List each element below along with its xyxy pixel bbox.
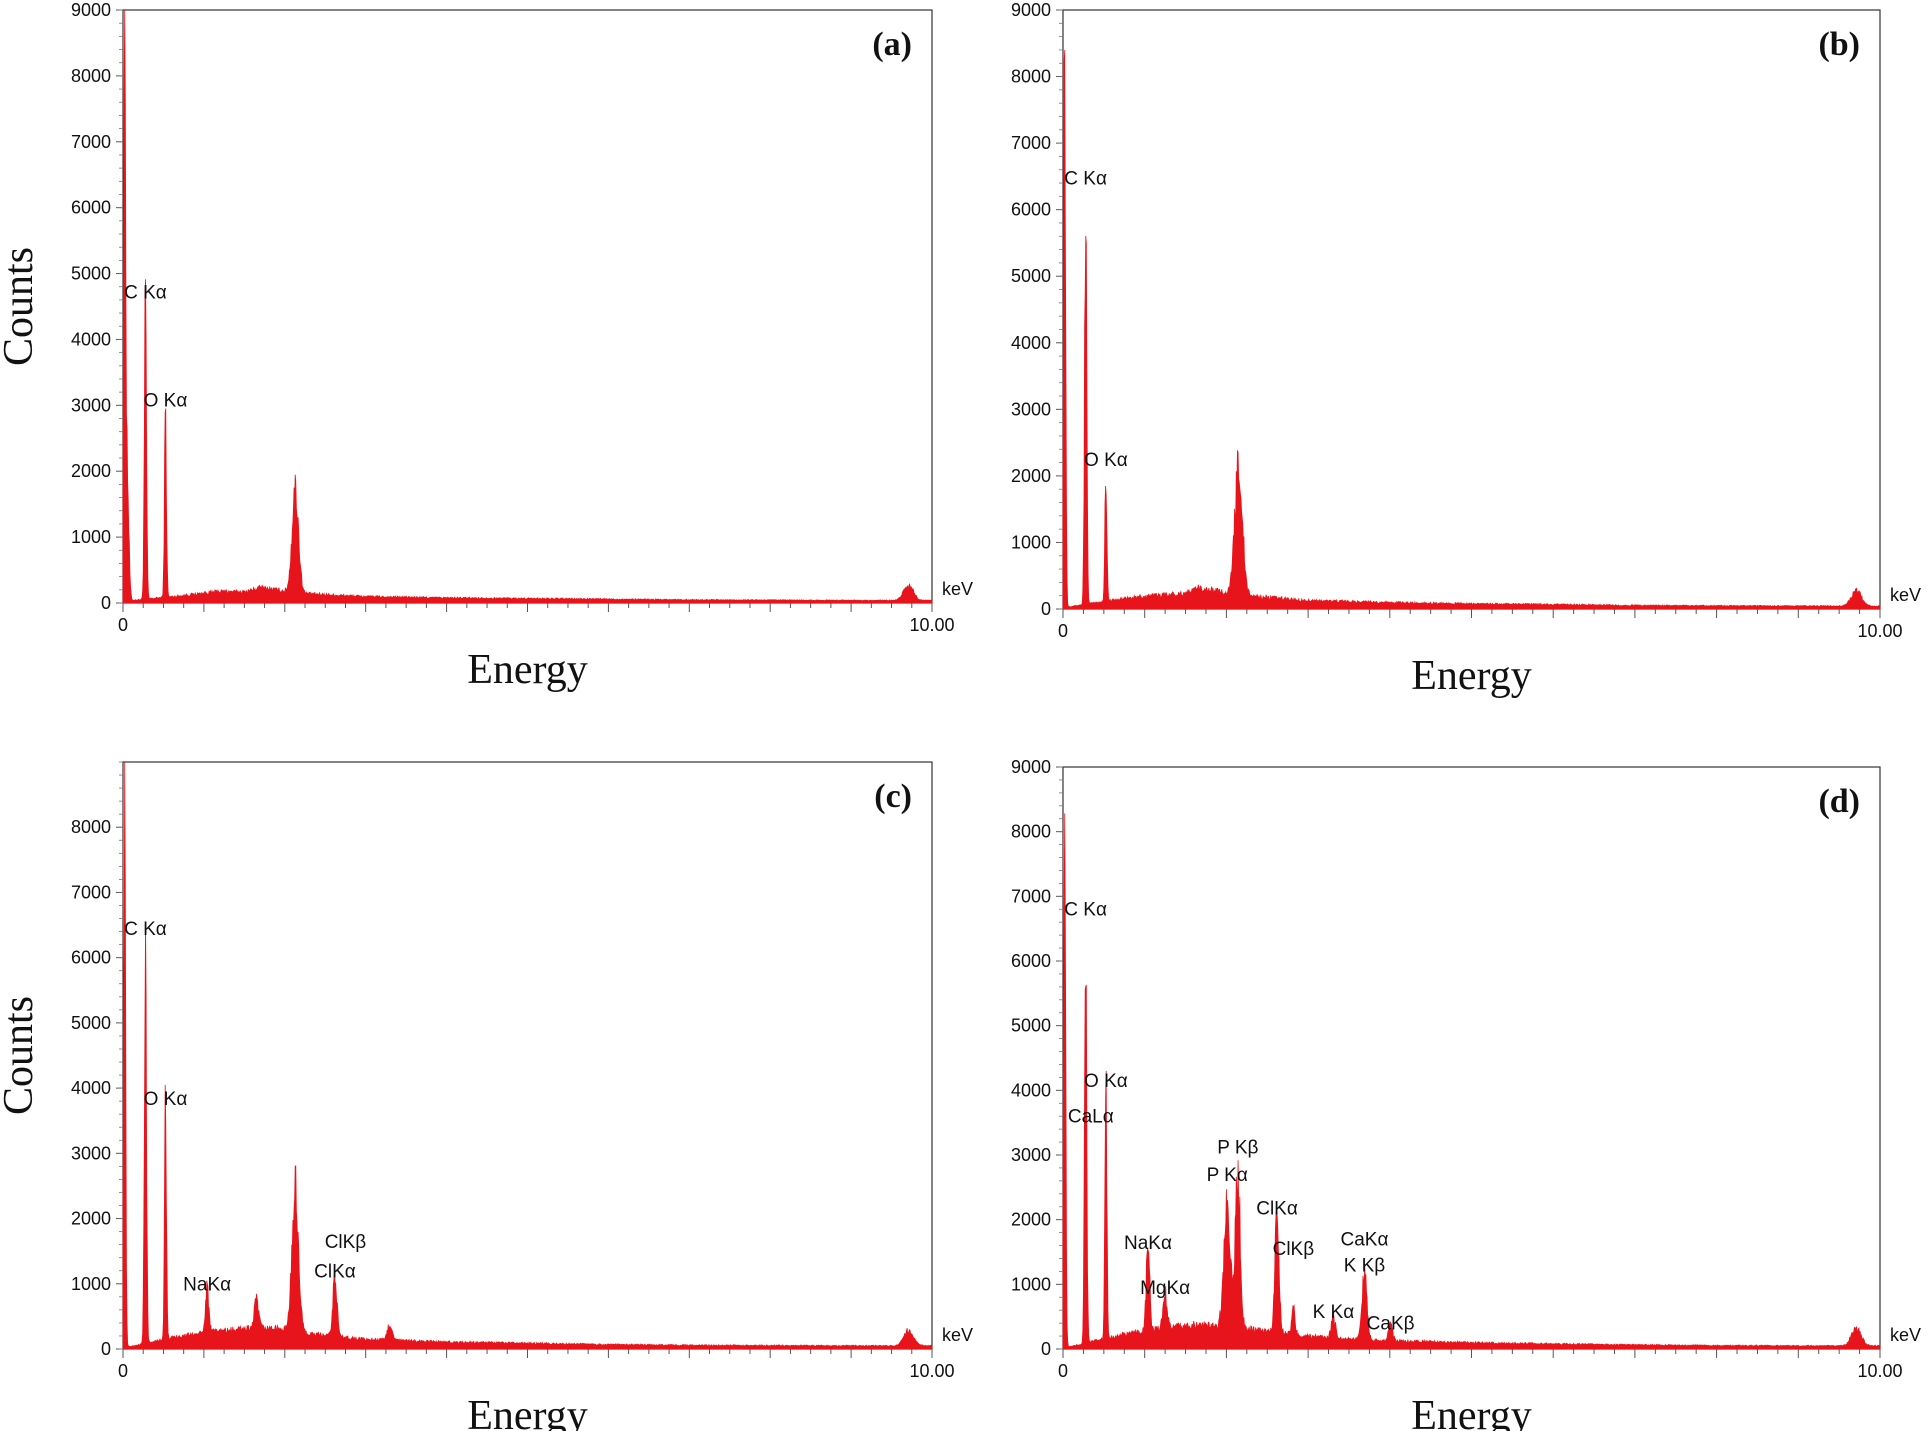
y-tick-label: 0 — [101, 1339, 111, 1359]
y-tick-label: 9000 — [1011, 0, 1051, 20]
y-tick-label: 1000 — [1011, 1274, 1051, 1294]
x-tick-label: 10.00 — [909, 1361, 954, 1381]
y-tick-label: 0 — [1041, 1339, 1051, 1359]
y-tick-label: 4000 — [71, 1078, 111, 1098]
plot-frame — [1062, 9, 1881, 610]
y-axis-title: Counts — [0, 247, 42, 366]
y-tick-label: 2000 — [1011, 466, 1051, 486]
y-tick-label: 5000 — [71, 264, 111, 284]
peak-label: P Kβ — [1217, 1138, 1258, 1159]
panel-label: (a) — [872, 26, 912, 63]
y-tick-label: 7000 — [71, 882, 111, 902]
y-tick-label: 3000 — [1011, 1145, 1051, 1165]
y-tick-label: 3000 — [71, 1143, 111, 1163]
y-tick-label: 3000 — [1011, 399, 1051, 419]
x-tick-label: 0 — [1058, 621, 1068, 641]
x-tick-label: 10.00 — [909, 615, 954, 635]
x-unit-label: keV — [942, 1325, 973, 1345]
y-tick-label: 3000 — [71, 395, 111, 415]
peak-label: C Kα — [124, 283, 167, 304]
panel-c: 0 1000 2000 3000 4000 5000 6000 7000 8000 0 10.00 k… — [0, 761, 973, 1431]
y-tick-label: 7000 — [1011, 133, 1051, 153]
y-tick-label: 9000 — [1011, 757, 1051, 777]
peak-label: O Kα — [144, 391, 188, 412]
y-tick-label: 7000 — [1011, 886, 1051, 906]
plot-frame — [122, 9, 933, 604]
peak-label: C Kα — [1064, 168, 1107, 189]
peak-label: ClKβ — [1273, 1239, 1315, 1260]
y-tick-label: 4000 — [1011, 333, 1051, 353]
panel-a: 0 1000 2000 3000 4000 5000 6000 7000 8000 9000 0 10… — [0, 0, 973, 693]
y-tick-label: 5000 — [1011, 1016, 1051, 1036]
y-tick-label: 1000 — [1011, 532, 1051, 552]
peak-label: ClKα — [1256, 1198, 1298, 1219]
peak-label: MgKα — [1140, 1278, 1190, 1299]
plot-frame — [122, 761, 933, 1350]
y-tick-label: 4000 — [1011, 1080, 1051, 1100]
peak-label: O Kα — [1084, 450, 1128, 471]
peak-label: ClKβ — [325, 1232, 367, 1253]
panel-label: (d) — [1818, 783, 1860, 820]
spectrum-area — [1062, 813, 1881, 1350]
y-tick-label: 9000 — [71, 0, 111, 20]
peak-label: O Kα — [144, 1089, 188, 1110]
y-tick-label: 4000 — [71, 329, 111, 349]
x-unit-label: keV — [1890, 585, 1921, 605]
y-tick-label: 5000 — [1011, 266, 1051, 286]
peak-label: CaLα — [1068, 1107, 1114, 1128]
x-axis-title: Energy — [1411, 653, 1532, 699]
panel-d: 0 1000 2000 3000 4000 5000 6000 7000 8000 9000 0 10… — [1011, 757, 1921, 1431]
y-tick-label: 6000 — [71, 948, 111, 968]
peak-label: CaKα — [1340, 1230, 1388, 1251]
y-tick-label: 6000 — [1011, 951, 1051, 971]
y-axis-title: Counts — [0, 996, 42, 1115]
peak-label: CaKβ — [1367, 1314, 1415, 1335]
x-unit-label: keV — [1890, 1325, 1921, 1345]
peak-label: K Kβ — [1344, 1255, 1386, 1276]
y-tick-label: 2000 — [71, 1209, 111, 1229]
y-tick-label: 0 — [101, 593, 111, 613]
plot-frame — [1062, 766, 1881, 1350]
y-tick-label: 6000 — [71, 198, 111, 218]
peak-label: ClKα — [314, 1261, 356, 1282]
y-tick-label: 7000 — [71, 132, 111, 152]
y-tick-label: 8000 — [71, 817, 111, 837]
y-tick-label: 1000 — [71, 527, 111, 547]
x-tick-label: 0 — [118, 615, 128, 635]
spectrum-area — [122, 761, 933, 1350]
peak-label: NaKα — [183, 1274, 231, 1295]
y-tick-label: 6000 — [1011, 200, 1051, 220]
spectrum-area — [1062, 50, 1881, 610]
x-axis-title: Energy — [1411, 1393, 1532, 1431]
panel-label: (b) — [1818, 26, 1860, 63]
x-tick-label: 0 — [1058, 1361, 1068, 1381]
x-axis-title: Energy — [467, 1393, 588, 1431]
panel-b: 0 1000 2000 3000 4000 5000 6000 7000 8000 9000 0 10… — [1011, 0, 1921, 699]
y-tick-label: 2000 — [1011, 1210, 1051, 1230]
peak-label: C Kα — [1064, 900, 1107, 921]
y-tick-label: 5000 — [71, 1013, 111, 1033]
peak-label: NaKα — [1124, 1233, 1172, 1254]
y-tick-label: 8000 — [1011, 67, 1051, 87]
peak-label: K Kα — [1313, 1302, 1355, 1323]
peak-label: P Kα — [1207, 1165, 1248, 1186]
peak-label: O Kα — [1084, 1071, 1128, 1092]
x-tick-label: 10.00 — [1857, 1361, 1902, 1381]
x-unit-label: keV — [942, 579, 973, 599]
y-tick-label: 8000 — [71, 66, 111, 86]
y-tick-label: 8000 — [1011, 822, 1051, 842]
y-tick-label: 2000 — [71, 461, 111, 481]
x-axis-title: Energy — [467, 647, 588, 693]
y-tick-label: 1000 — [71, 1274, 111, 1294]
panel-label: (c) — [874, 778, 912, 815]
peak-label: C Kα — [124, 919, 167, 940]
x-tick-label: 10.00 — [1857, 621, 1902, 641]
y-tick-label: 0 — [1041, 599, 1051, 619]
spectrum-area — [122, 9, 933, 604]
x-tick-label: 0 — [118, 1361, 128, 1381]
